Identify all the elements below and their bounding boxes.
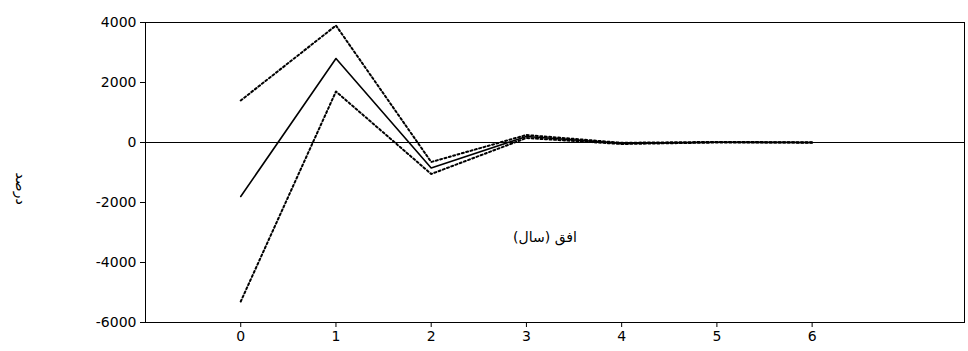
- svg-text:1: 1: [332, 328, 341, 344]
- svg-text:4: 4: [617, 328, 626, 344]
- svg-text:6: 6: [808, 328, 817, 344]
- svg-text:5: 5: [712, 328, 721, 344]
- svg-text:درصد: درصد: [12, 173, 29, 205]
- svg-text:2: 2: [427, 328, 436, 344]
- svg-text:-6000: -6000: [96, 314, 137, 330]
- svg-text:-2000: -2000: [96, 194, 137, 210]
- svg-text:-4000: -4000: [96, 254, 137, 270]
- svg-text:2000: 2000: [101, 74, 137, 90]
- svg-text:0: 0: [128, 134, 137, 150]
- svg-text:4000: 4000: [101, 14, 137, 30]
- svg-text:افق (سال): افق (سال): [513, 229, 577, 246]
- svg-text:0: 0: [236, 328, 245, 344]
- svg-text:3: 3: [522, 328, 531, 344]
